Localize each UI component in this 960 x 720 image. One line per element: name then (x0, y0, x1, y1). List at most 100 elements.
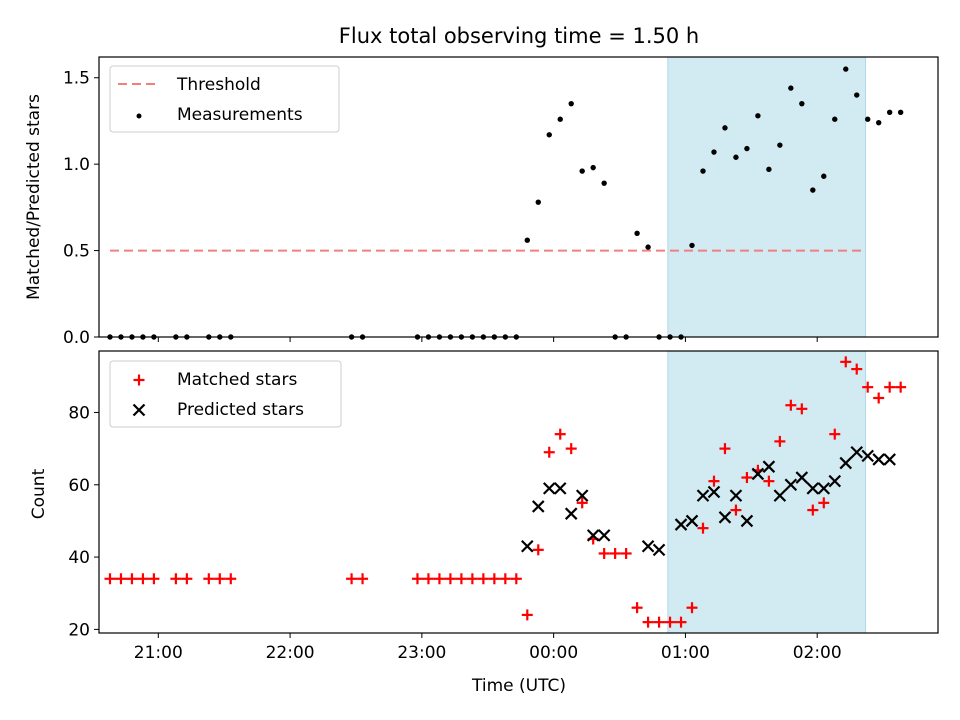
legend-matched-label: Matched stars (177, 370, 297, 390)
predicted-star-point (806, 482, 820, 495)
matched-star-point (730, 504, 742, 516)
cross-stroke-b (740, 514, 754, 528)
cross-stroke-b (586, 529, 600, 542)
measurement-point (568, 100, 574, 107)
predicted-star-point (773, 489, 787, 502)
matched-star-point (796, 403, 808, 415)
cross-stroke-b (817, 482, 831, 495)
predicted-star-point (828, 474, 842, 488)
predicted-star-point (707, 485, 721, 499)
matched-star-point (357, 573, 369, 585)
cross-stroke-b (597, 529, 611, 542)
cross-stroke-b (652, 543, 666, 557)
cross-stroke-b (861, 449, 874, 463)
measurement-point (557, 116, 563, 122)
cross-stroke-b (850, 445, 864, 459)
y-tick-label: 1.5 (63, 69, 90, 89)
y-tick-label: 20 (68, 620, 90, 640)
matched-star-point (214, 573, 226, 585)
x-tick-label: 22:00 (266, 643, 315, 663)
top-legend-box (109, 65, 340, 133)
cross-stroke-b (729, 489, 743, 502)
matched-star-point (851, 363, 863, 375)
matched-star-point (631, 602, 643, 614)
count-points (104, 356, 907, 628)
matched-star-point (543, 446, 555, 458)
matched-star-point (225, 573, 237, 585)
predicted-star-point (521, 539, 534, 553)
measurement-point (875, 119, 882, 126)
top-highlight-span (667, 56, 867, 338)
top-x-ticks (157, 337, 818, 342)
predicted-star-point (564, 507, 578, 520)
matched-star-point (818, 497, 830, 509)
matched-star-point (181, 573, 193, 585)
predicted-star-point (542, 482, 556, 495)
matched-star-point (444, 573, 456, 585)
measurement-point (700, 168, 706, 174)
matched-star-point (807, 504, 819, 516)
legend-measurements-label: Measurements (177, 105, 303, 125)
matched-star-point (895, 381, 907, 393)
matched-star-point (774, 435, 786, 447)
cross-stroke-b (751, 467, 765, 481)
measurement-point (689, 242, 695, 249)
legend-cross-marker (132, 403, 146, 417)
cross-stroke-b (795, 471, 809, 484)
matched-star-point (411, 573, 423, 585)
bottom-y-ticks: 20 40 60 80 (68, 403, 99, 640)
predicted-star-point (586, 529, 600, 542)
matched-star-point (686, 602, 698, 614)
top-legend: Threshold Measurements (109, 65, 340, 133)
cross-stroke-b (773, 489, 787, 502)
top-panel: 0.0 0.5 1.0 1.5 Matched/Predicted stars Thr… (24, 56, 939, 348)
top-y-axis-label: Matched/Predicted stars (24, 94, 44, 300)
matched-star-point (741, 472, 753, 484)
predicted-star-point (674, 518, 688, 531)
measurement-point (590, 164, 596, 171)
matched-star-point (126, 573, 138, 585)
matched-star-point (708, 475, 720, 487)
matched-star-point (170, 573, 182, 585)
matched-star-point (455, 573, 467, 585)
measurement-point (634, 230, 640, 236)
matched-star-point (488, 573, 500, 585)
matched-star-point (499, 573, 511, 585)
bottom-x-ticks: 21:00 22:00 23:00 00:00 01:00 02:00 (134, 633, 842, 663)
cross-stroke-b (696, 489, 710, 502)
matched-star-point (598, 547, 610, 559)
matched-star-point (422, 573, 434, 585)
cross-stroke-b (762, 460, 776, 473)
matched-star-point (115, 573, 127, 585)
cross-stroke-b (784, 478, 798, 492)
measurement-point (524, 237, 530, 243)
matched-star-point (466, 573, 478, 585)
cross-stroke-b (531, 500, 545, 513)
measurement-point (722, 125, 728, 131)
bottom-plot-frame (98, 350, 939, 634)
predicted-star-point (850, 445, 864, 459)
chart-title: Flux total observing time = 1.50 h (339, 24, 699, 48)
matched-star-point (664, 616, 676, 628)
cross-stroke-b (564, 507, 578, 520)
x-axis-label: Time (UTC) (471, 676, 566, 696)
y-tick-label: 0.5 (63, 242, 90, 262)
cross-stroke-b (553, 482, 567, 495)
predicted-star-point (784, 478, 798, 492)
matched-star-point (675, 616, 687, 628)
cross-stroke-b (542, 482, 556, 495)
predicted-star-point (762, 460, 776, 473)
measurement-point (601, 180, 607, 186)
cross-stroke-b (718, 511, 732, 524)
y-tick-label: 1.0 (63, 155, 90, 175)
y-tick-label: 0.0 (63, 328, 90, 348)
legend-measurements-swatch (136, 113, 142, 119)
matched-star-point (346, 573, 358, 585)
measurement-point (854, 92, 860, 98)
predicted-star-point (861, 449, 874, 463)
measurement-point (711, 149, 717, 155)
matched-star-point (609, 547, 621, 559)
legend-plus-marker (133, 374, 145, 386)
bottom-legend-box (109, 360, 342, 428)
